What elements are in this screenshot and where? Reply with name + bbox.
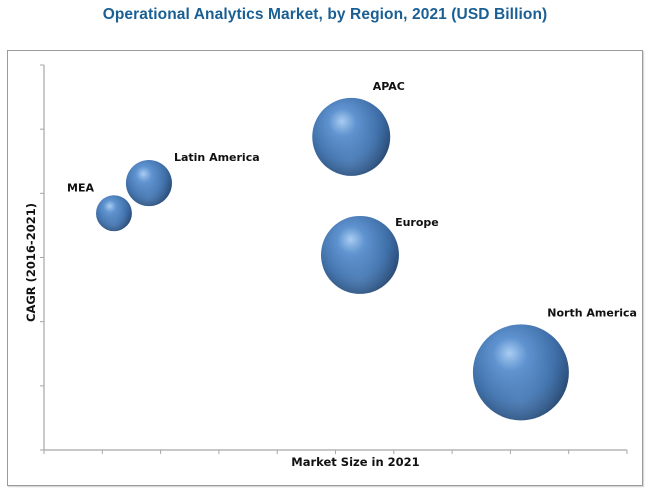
bubble-group-north-america: North America [472,306,637,421]
bubble-highlight [96,195,132,232]
bubble-group-apac: APAC [312,80,405,176]
chart-title: Operational Analytics Market, by Region,… [102,6,548,23]
x-axis-title: Market Size in 2021 [291,455,419,469]
bubble-highlight [312,97,391,176]
bubble-group-europe: Europe [320,215,439,294]
bubble-label-north-america: North America [547,306,637,319]
bubble-label-apac: APAC [373,80,405,93]
bubble-group-mea: MEA [67,181,132,232]
y-axis-title: CAGR (2016-2021) [24,203,38,322]
bubble-highlight [472,324,569,421]
bubble-highlight [125,160,172,207]
bubble-label-mea: MEA [67,181,94,194]
bubble-group-latin-america: Latin America [125,151,260,207]
chart-frame [7,50,643,486]
bubble-label-latin-america: Latin America [174,151,260,164]
bubble-label-europe: Europe [395,216,439,229]
bubble-highlight [320,215,399,294]
